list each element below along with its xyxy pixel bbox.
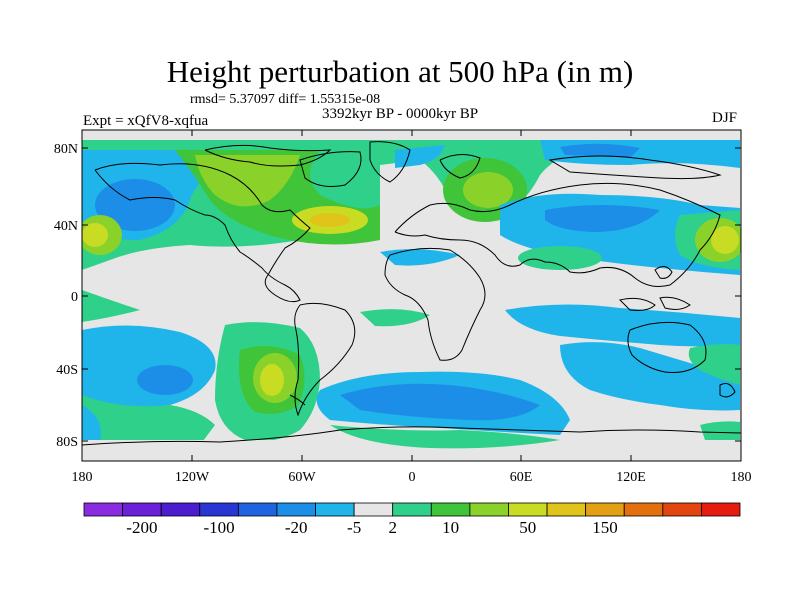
season-label: DJF <box>712 110 738 126</box>
experiment-label: Expt = xQfV8-xqfua <box>83 113 209 129</box>
latitude-axis: 80N 40N 0 40S 80S <box>54 142 741 450</box>
lat-label: 80N <box>54 142 78 157</box>
colorbar-swatch <box>83 502 123 517</box>
colorbar-label: 50 <box>519 518 536 537</box>
colorbar: -200 -100 -20 -5 2 10 50 150 <box>83 502 741 537</box>
colorbar-label: 150 <box>592 518 618 537</box>
colorbar-swatch <box>276 502 316 517</box>
colorbar-label: -20 <box>285 518 308 537</box>
colorbar-swatch <box>508 502 548 517</box>
lat-label: 80S <box>56 435 78 450</box>
lon-label: 60E <box>510 470 533 485</box>
contour-field <box>82 130 741 461</box>
colorbar-label: -200 <box>126 518 157 537</box>
longitude-axis: 180 120W 60W 0 60E 120E 180 <box>72 130 752 485</box>
colorbar-swatch <box>160 502 201 517</box>
colorbar-swatch <box>430 502 471 517</box>
colorbar-swatch <box>701 502 741 517</box>
colorbar-label: 2 <box>388 518 397 537</box>
colorbar-swatch <box>237 502 278 517</box>
coastlines <box>82 141 741 446</box>
lat-label: 40N <box>54 219 78 234</box>
colorbar-label: 10 <box>442 518 459 537</box>
colorbar-swatch <box>315 502 355 517</box>
lon-label: 120W <box>175 470 210 485</box>
colorbar-swatch <box>585 502 625 517</box>
colorbar-swatch <box>469 502 509 517</box>
colorbar-swatch <box>122 502 162 517</box>
colorbar-swatch <box>353 502 394 517</box>
lon-label: 180 <box>731 470 752 485</box>
stats-text: rmsd= 5.37097 diff= 1.55315e-08 <box>190 92 381 107</box>
figure-title: Height perturbation at 500 hPa (in m) <box>166 54 634 89</box>
lon-label: 60W <box>288 470 316 485</box>
colorbar-label: -5 <box>347 518 361 537</box>
colorbar-swatch <box>392 502 432 517</box>
lat-label: 0 <box>71 290 78 305</box>
period-text: 3392kyr BP - 0000kyr BP <box>322 106 479 122</box>
colorbar-swatch <box>199 502 239 517</box>
lat-label: 40S <box>56 363 78 378</box>
colorbar-swatch <box>546 502 587 517</box>
lon-label: 180 <box>72 470 93 485</box>
lon-label: 120E <box>616 470 646 485</box>
colorbar-swatch <box>662 502 702 517</box>
colorbar-label: -100 <box>203 518 234 537</box>
lon-label: 0 <box>409 470 416 485</box>
colorbar-swatch <box>623 502 664 517</box>
